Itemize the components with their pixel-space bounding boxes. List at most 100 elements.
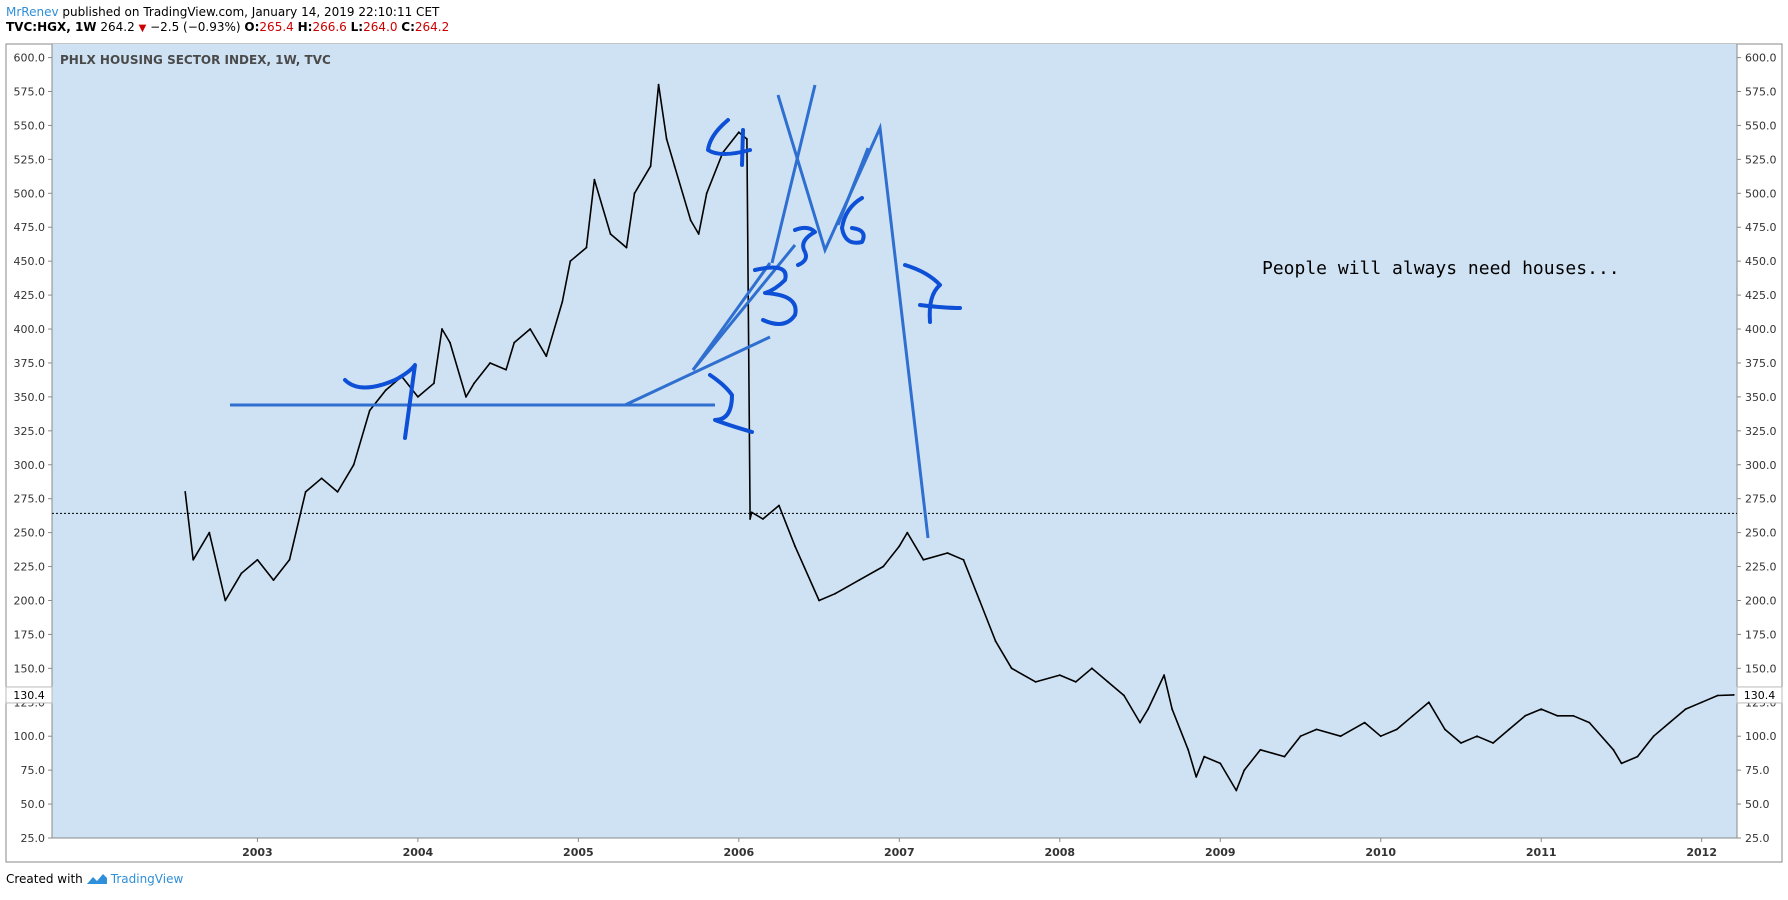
last-price-label-right: 130.4 [1744,689,1776,702]
price-point [1588,721,1591,724]
price-point [1203,755,1206,758]
price-point [368,409,371,412]
low-value: 264.0 [363,20,398,34]
price-point [1187,748,1190,751]
plot-area[interactable] [52,44,1737,838]
y-axis-right[interactable]: 25.050.075.0100.0125.0150.0175.0200.0225… [1736,44,1777,845]
chart-annotation: People will always need houses... [1262,258,1620,279]
price-point [561,301,564,303]
price-point [1444,728,1446,731]
price-point [1058,674,1061,676]
y-tick-label-left: 375.0 [14,357,46,370]
y-tick-label-left: 350.0 [14,391,46,404]
x-tick-label: 2009 [1205,846,1236,859]
price-point [962,558,965,561]
y-tick-label-left: 275.0 [14,493,46,506]
price-point [1299,735,1302,738]
label-2 [708,373,754,434]
price-point [545,355,548,358]
price-point [994,640,997,643]
price-point [898,545,901,548]
price-point [1147,708,1149,710]
y-tick-label-right: 150.0 [1745,662,1777,675]
price-point [1395,728,1398,731]
y-tick-label-left: 325.0 [14,425,46,438]
price-point [256,558,259,561]
label-7 [903,263,962,324]
trend-drawings [230,84,930,539]
y-tick-label-right: 400.0 [1745,323,1777,336]
published-text: published on TradingView.com, January 14… [58,5,440,19]
y-tick-label-right: 600.0 [1745,52,1777,65]
price-point [1010,667,1013,670]
y-tick-label-left: 175.0 [14,628,46,641]
price-point [705,192,708,195]
price-point [224,599,227,602]
price-point [1219,762,1222,765]
author-link[interactable]: MrRenev [6,5,59,19]
y-axis-left[interactable]: 25.050.075.0100.0125.0150.0175.0200.0225… [14,44,53,845]
price-point [593,178,596,181]
price-point [1540,708,1543,710]
y-tick-label-right: 350.0 [1745,391,1777,404]
price-point [762,518,764,520]
price-point [1636,755,1639,758]
chart-title: PHLX HOUSING SECTOR INDEX, 1W, TVC [60,53,331,67]
down-arrow-icon: ▼ [138,23,147,34]
y-tick-label-right: 175.0 [1745,628,1777,641]
price-point [673,165,676,168]
price-point [689,219,692,222]
price-point [1524,714,1527,717]
price-point [609,233,612,235]
x-tick-label: 2007 [884,846,915,859]
price-point [922,558,925,561]
y-tick-label-left: 100.0 [14,730,46,743]
price-point [585,246,588,249]
price-point [1171,708,1173,710]
price-point [746,138,748,140]
price-point [473,382,475,385]
x-tick-label: 2004 [403,846,434,859]
price-point [320,477,323,480]
y-tick-label-left: 50.0 [21,798,46,811]
price-point [882,565,885,568]
price-point [834,592,836,595]
price-point [1492,742,1494,744]
y-tick-label-left: 250.0 [14,527,46,540]
high-label: H: [297,20,313,34]
price-point [946,552,949,554]
price-point [1379,735,1382,738]
price-point [1732,694,1735,696]
y-tick-label-right: 225.0 [1745,561,1777,574]
price-point [304,491,307,493]
price-point [489,362,491,364]
y-tick-label-right: 300.0 [1745,459,1777,472]
label-5 [793,225,817,267]
y-tick-label-left: 75.0 [21,764,46,777]
price-point [465,396,467,398]
tradingview-brand-link[interactable]: TradingView [110,872,184,886]
price-point [665,138,668,140]
y-tick-label-left: 600.0 [14,52,46,65]
y-tick-label-left: 525.0 [14,153,46,166]
price-point [978,599,981,602]
price-point [1235,789,1238,792]
x-axis[interactable]: 2003 2004 2005 2006 2007 2008 2009 2010 2011 2012 [52,837,1737,859]
y-tick-label-right: 525.0 [1745,153,1777,166]
last-price: 264.2 [100,20,135,34]
handwritten-labels [343,118,962,440]
y-tick-label-right: 75.0 [1745,764,1770,777]
price-point [1283,755,1286,758]
price-point [906,531,909,534]
price-point [1123,694,1125,697]
y-tick-label-right: 250.0 [1745,527,1777,540]
label-6 [840,196,866,245]
price-point [208,531,211,534]
y-tick-label-left: 450.0 [14,255,46,268]
price-point [649,165,652,168]
price-change: −2.5 (−0.93%) [150,20,241,34]
y-tick-label-left: 550.0 [14,119,46,132]
trend-line-4 [770,84,817,264]
y-tick-label-right: 375.0 [1745,357,1777,370]
